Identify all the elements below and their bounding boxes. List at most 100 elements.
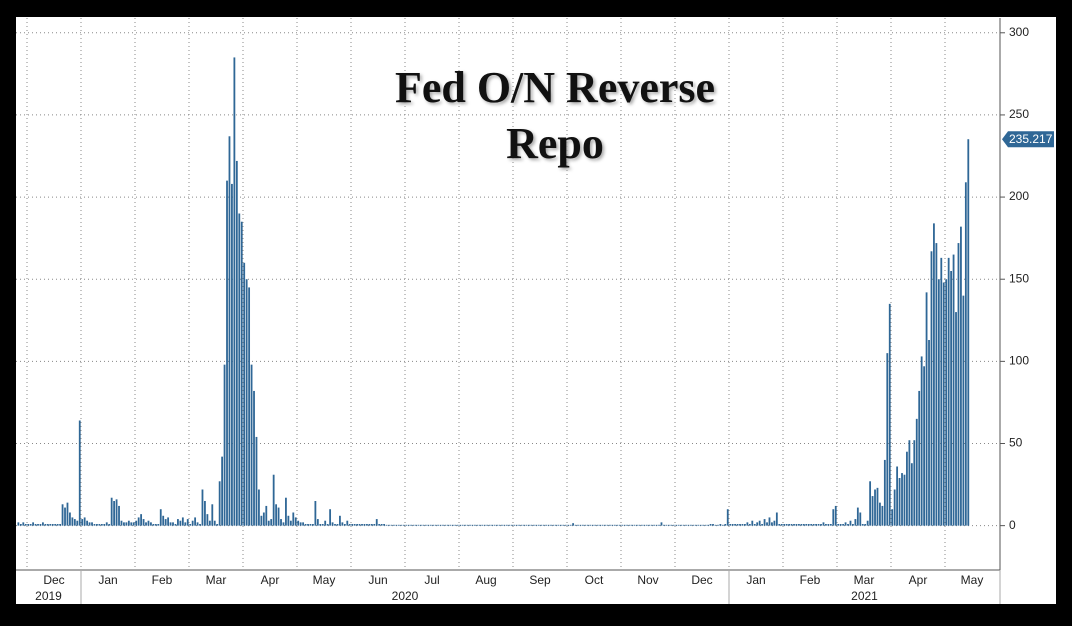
- bar: [933, 223, 935, 526]
- bar: [741, 524, 744, 526]
- bar: [167, 517, 170, 526]
- bar: [834, 505, 837, 526]
- bar: [461, 524, 464, 526]
- bar: [363, 524, 366, 526]
- bar: [559, 524, 562, 526]
- bar: [530, 524, 533, 526]
- bar: [150, 522, 152, 526]
- bar: [334, 524, 336, 526]
- bar: [540, 524, 543, 526]
- bar: [348, 524, 351, 526]
- bar: [326, 524, 329, 526]
- bar: [289, 520, 292, 526]
- bar: [773, 520, 776, 526]
- bar: [817, 524, 820, 526]
- bar: [636, 524, 638, 526]
- bar: [908, 440, 911, 526]
- bar: [616, 524, 619, 526]
- bar: [736, 524, 739, 526]
- bar: [768, 517, 771, 526]
- bar: [27, 524, 30, 526]
- bar: [704, 524, 707, 526]
- bar: [569, 524, 572, 526]
- bar: [579, 524, 582, 526]
- chart-title: Fed O/N Reverse Repo: [394, 63, 716, 168]
- bar: [454, 524, 457, 526]
- bar: [366, 524, 368, 526]
- bar: [852, 524, 854, 526]
- bar: [861, 524, 864, 526]
- bar: [812, 524, 815, 526]
- bar: [702, 524, 705, 526]
- bar: [758, 520, 761, 526]
- bar: [439, 524, 442, 526]
- bar: [913, 440, 916, 526]
- bar: [680, 524, 683, 526]
- bar: [466, 524, 469, 526]
- bar: [444, 524, 447, 526]
- bar: [849, 520, 852, 526]
- bar: [275, 504, 278, 526]
- x-tick-label: Jul: [424, 573, 439, 587]
- bar: [879, 502, 881, 526]
- bar: [402, 524, 405, 526]
- bar: [42, 522, 44, 526]
- bar: [388, 524, 390, 526]
- bar: [250, 364, 253, 526]
- bar: [584, 524, 587, 526]
- x-tick-label: Oct: [585, 573, 604, 587]
- bar: [147, 520, 150, 526]
- bar: [248, 287, 251, 526]
- bar: [420, 524, 422, 526]
- bar: [307, 524, 309, 526]
- bar: [638, 524, 641, 526]
- bar: [385, 524, 388, 526]
- bar: [599, 524, 602, 526]
- bar: [37, 524, 39, 526]
- bar: [775, 512, 778, 526]
- bar: [601, 524, 604, 526]
- bar: [844, 522, 847, 526]
- bar: [294, 517, 297, 526]
- bar: [591, 524, 594, 526]
- bar: [788, 524, 791, 526]
- bar: [807, 524, 810, 526]
- bar: [258, 489, 260, 526]
- bar: [245, 279, 248, 526]
- bar: [545, 524, 548, 526]
- bar: [670, 524, 673, 526]
- bar: [542, 524, 545, 526]
- bar: [785, 524, 788, 526]
- bar: [611, 524, 614, 526]
- bar: [216, 524, 219, 526]
- bar: [613, 524, 616, 526]
- bar: [270, 519, 273, 526]
- last-value-label: 235.217: [1009, 132, 1053, 146]
- bar: [856, 507, 859, 526]
- bar: [324, 520, 327, 526]
- y-tick-label: 250: [1009, 107, 1029, 121]
- bar: [729, 524, 732, 526]
- bar: [98, 524, 101, 526]
- bar: [798, 524, 800, 526]
- bar: [854, 519, 857, 526]
- bar: [925, 292, 928, 526]
- bar: [120, 520, 123, 526]
- bar: [837, 524, 840, 526]
- bar: [56, 524, 59, 526]
- bar: [577, 524, 579, 526]
- bar: [221, 456, 224, 526]
- bar: [920, 356, 923, 526]
- bar: [967, 139, 970, 526]
- bar: [54, 524, 57, 526]
- bar: [459, 524, 462, 526]
- bar: [564, 524, 567, 526]
- y-tick-label: 200: [1009, 189, 1029, 203]
- x-tick-label: Jun: [368, 573, 387, 587]
- x-tick-label: May: [313, 573, 336, 587]
- bar: [567, 524, 570, 526]
- bar: [46, 524, 49, 526]
- bar: [550, 524, 552, 526]
- bar: [393, 524, 395, 526]
